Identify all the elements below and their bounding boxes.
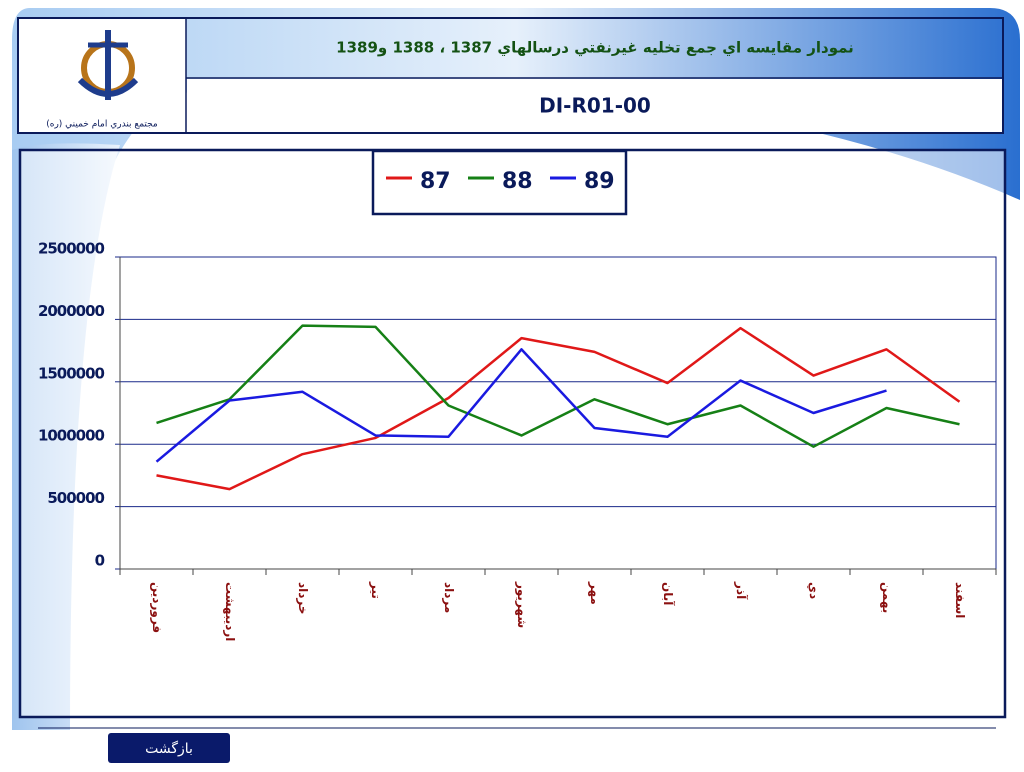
series-line bbox=[156, 326, 961, 491]
series-line bbox=[155, 348, 887, 463]
y-tick-label: 1000000 bbox=[38, 427, 105, 445]
x-tick-label: مرداد bbox=[442, 582, 456, 613]
logo-cell bbox=[19, 19, 186, 132]
x-tick-label: شهريور bbox=[514, 581, 529, 628]
x-tick-label: خرداد bbox=[296, 582, 310, 615]
x-tick-label: آبان bbox=[661, 582, 676, 606]
legend-label: 87 bbox=[420, 169, 451, 194]
x-tick-label: دي bbox=[807, 582, 821, 599]
back-label[interactable]: بازگشت bbox=[145, 740, 193, 757]
x-tick-label: آذر bbox=[734, 581, 749, 600]
x-tick-label: اسفند bbox=[953, 582, 967, 618]
y-tick-label: 500000 bbox=[47, 489, 104, 507]
y-tick-label: 2500000 bbox=[38, 240, 105, 258]
legend-box bbox=[371, 149, 628, 216]
x-tick-label: بهمن bbox=[880, 582, 894, 613]
x-tick-label: ارديبهشت bbox=[223, 582, 237, 641]
x-tick-label: فروردين bbox=[149, 582, 164, 633]
logo-caption: مجتمع بندري امام خميني (ره) bbox=[46, 120, 158, 130]
x-tick-label: مهر bbox=[588, 581, 602, 605]
y-tick-label: 0 bbox=[95, 552, 105, 570]
y-tick-label: 1500000 bbox=[38, 364, 105, 382]
code-cell bbox=[187, 79, 1002, 132]
y-tick-label: 2000000 bbox=[38, 302, 105, 320]
legend-label: 88 bbox=[502, 169, 533, 194]
series-line bbox=[156, 324, 960, 448]
header-box bbox=[17, 17, 1004, 134]
chart-frame bbox=[18, 148, 1007, 719]
doc-code: DI-R01-00 bbox=[539, 94, 651, 118]
x-tick-label: تير bbox=[369, 581, 383, 599]
back-button[interactable] bbox=[108, 733, 230, 763]
legend-label: 89 bbox=[584, 169, 615, 194]
logo bbox=[77, 30, 139, 100]
header-title: نمودار مقايسه اي جمع تخليه غيرنفتي درسال… bbox=[336, 39, 854, 58]
